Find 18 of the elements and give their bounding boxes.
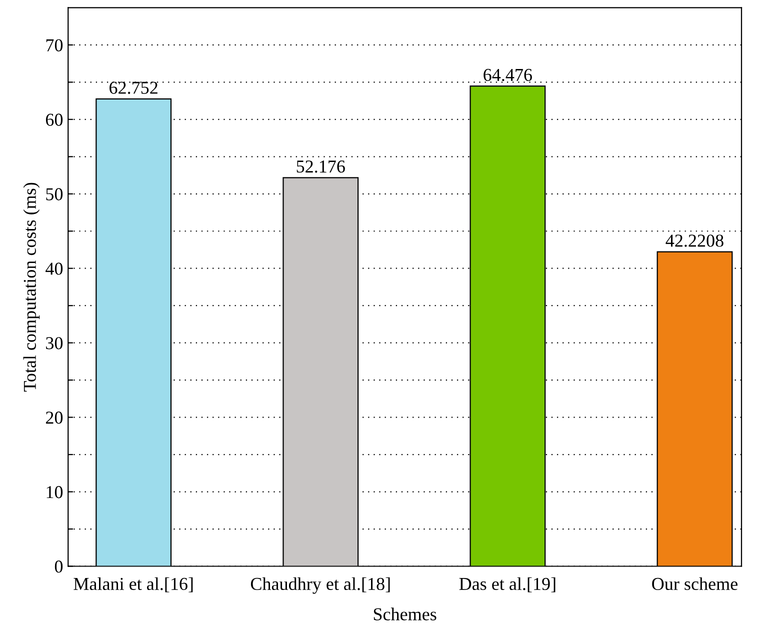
data-label: 64.476 bbox=[484, 68, 532, 82]
data-label: 52.176 bbox=[296, 160, 345, 173]
x-tick-label: Das et al.[19] bbox=[459, 577, 556, 592]
y-tick-label: 30 bbox=[46, 337, 63, 350]
y-tick-label: 20 bbox=[46, 412, 63, 424]
y-tick-label: 50 bbox=[46, 188, 63, 200]
x-tick-label: Chaudhry et al.[18] bbox=[250, 577, 390, 594]
x-tick-label: Malani et al.[16] bbox=[74, 577, 193, 592]
y-tick-label: 70 bbox=[46, 39, 63, 52]
y-tick-label: 0 bbox=[54, 560, 63, 573]
y-tick-label: 40 bbox=[46, 262, 63, 275]
x-tick-label: Our scheme bbox=[652, 577, 738, 590]
data-label: 62.752 bbox=[110, 82, 158, 94]
y-axis-title: Total computation costs (ms) bbox=[23, 182, 40, 392]
data-label: 42.2208 bbox=[666, 234, 724, 247]
x-axis-title: Schemes bbox=[374, 608, 436, 620]
y-tick-label: 60 bbox=[46, 114, 63, 126]
y-tick-label: 10 bbox=[46, 486, 63, 498]
